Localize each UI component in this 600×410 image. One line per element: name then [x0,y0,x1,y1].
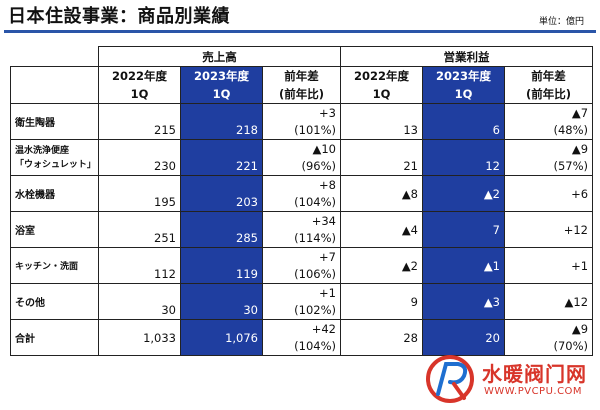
sales-2023-value: 30 [180,283,263,320]
profit-2023-value: ▲3 [422,283,505,320]
col-sales-diff: 前年差 (前年比) [262,66,341,104]
profit-2023-value: 7 [422,211,505,248]
col-sales-2023: 2023年度 1Q [180,66,263,104]
profit-2023-total: 20 [422,319,505,356]
sales-2022-total: 1,033 [98,319,181,356]
table-row: 衛生陶器 215 218 +3 (101%) 13 6 ▲7 (48%) [10,103,594,140]
sales-2022-value: 215 [98,103,181,140]
profit-diff-value: ▲7 (48%) [503,103,594,140]
item-header-cell [10,66,99,104]
profit-2022-value: ▲2 [340,247,423,284]
row-item: 浴室 [10,211,99,248]
profit-diff-value: +6 [503,175,594,212]
profit-2022-value: ▲8 [340,175,423,212]
sales-diff-value: +8 (104%) [262,175,341,212]
sales-diff-value: +1 (102%) [262,283,341,320]
table-row: 水栓機器 195 203 +8 (104%) ▲8 ▲2 +6 [10,175,594,212]
profit-2022-value: 9 [340,283,423,320]
profit-diff-value: +1 [503,247,594,284]
group-sales: 売上高 [98,46,341,67]
table-row: 温水洗浄便座 「ウォシュレット」 230 221 ▲10 (96%) 21 12 ▲… [10,139,594,176]
sales-2023-value: 203 [180,175,263,212]
sales-2022-value: 30 [98,283,181,320]
row-item: 水栓機器 [10,175,99,212]
profit-diff-value: +12 [503,211,594,248]
sales-diff-value: +34 (114%) [262,211,341,248]
row-item: 衛生陶器 [10,103,99,140]
corner-cell [10,46,99,67]
watermark: 水暖阀门网 WWW.PVCPU.COM [424,354,594,404]
profit-2023-value: ▲2 [422,175,505,212]
sales-diff-value: +3 (101%) [262,103,341,140]
group-profit: 営業利益 [339,46,594,67]
column-header-row: 2022年度 1Q 2023年度 1Q 前年差 (前年比) 2022年度 1Q 2023… [10,66,594,104]
sales-profit-table: 売上高 営業利益 2022年度 1Q 2023年度 1Q 前年差 (前年比) 2022… [10,46,594,356]
table-row: 浴室 251 285 +34 (114%) ▲4 7 +12 [10,211,594,248]
sales-diff-total: +42 (104%) [262,319,341,356]
sales-2022-value: 251 [98,211,181,248]
sales-2023-value: 285 [180,211,263,248]
sales-2023-value: 119 [180,247,263,284]
table-row: キッチン・洗面 112 119 +7 (106%) ▲2 ▲1 +1 [10,247,594,284]
page-title: 日本住設事業：商品別業績 [8,6,230,27]
profit-2023-value: 12 [422,139,505,176]
group-header-row: 売上高 営業利益 [10,46,594,67]
sales-diff-value: +7 (106%) [262,247,341,284]
sales-2022-value: 195 [98,175,181,212]
col-sales-2022: 2022年度 1Q [98,66,181,104]
sales-2023-value: 218 [180,103,263,140]
watermark-url: WWW.PVCPU.COM [484,386,583,397]
total-label: 合計 [10,319,99,356]
sales-2023-value: 221 [180,139,263,176]
row-item: 温水洗浄便座 「ウォシュレット」 [10,139,99,176]
row-item: その他 [10,283,99,320]
profit-diff-total: ▲9 (70%) [503,319,594,356]
profit-2022-value: 13 [340,103,423,140]
sales-2022-value: 112 [98,247,181,284]
profit-2023-value: 6 [422,103,505,140]
profit-diff-value: ▲9 (57%) [503,139,594,176]
total-row: 合計 1,033 1,076 +42 (104%) 28 20 ▲9 (70%) [10,319,594,356]
profit-2022-total: 28 [340,319,423,356]
col-profit-diff: 前年差 (前年比) [503,66,594,104]
watermark-text: 水暖阀门网 [482,362,587,386]
col-profit-2022: 2022年度 1Q [340,66,423,104]
sales-2022-value: 230 [98,139,181,176]
table-row: その他 30 30 +1 (102%) 9 ▲3 ▲12 [10,283,594,320]
watermark-logo-icon [426,355,474,403]
sales-2023-total: 1,076 [180,319,263,356]
unit-label: 単位：億円 [538,17,584,27]
sales-diff-value: ▲10 (96%) [262,139,341,176]
profit-2022-value: 21 [340,139,423,176]
profit-2023-value: ▲1 [422,247,505,284]
profit-diff-value: ▲12 [503,283,594,320]
col-profit-2023: 2023年度 1Q [422,66,505,104]
row-item: キッチン・洗面 [10,247,99,284]
title-rule [4,30,596,33]
profit-2022-value: ▲4 [340,211,423,248]
